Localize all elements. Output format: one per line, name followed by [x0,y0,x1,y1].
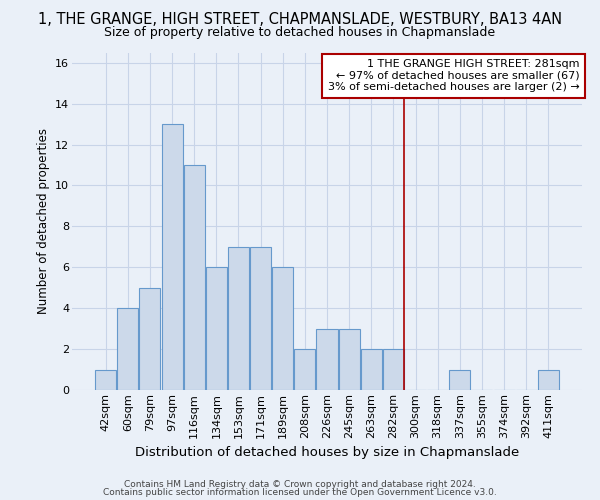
Bar [139,288,160,390]
Text: 1 THE GRANGE HIGH STREET: 281sqm
← 97% of detached houses are smaller (67)
3% of: 1 THE GRANGE HIGH STREET: 281sqm ← 97% o… [328,59,580,92]
Bar [228,247,249,390]
Bar [161,124,182,390]
X-axis label: Distribution of detached houses by size in Chapmanslade: Distribution of detached houses by size … [135,446,519,459]
Bar [538,370,559,390]
Bar [383,349,404,390]
Bar [295,349,316,390]
Bar [361,349,382,390]
Text: Contains public sector information licensed under the Open Government Licence v3: Contains public sector information licen… [103,488,497,497]
Text: 1, THE GRANGE, HIGH STREET, CHAPMANSLADE, WESTBURY, BA13 4AN: 1, THE GRANGE, HIGH STREET, CHAPMANSLADE… [38,12,562,28]
Text: Size of property relative to detached houses in Chapmanslade: Size of property relative to detached ho… [104,26,496,39]
Bar [449,370,470,390]
Y-axis label: Number of detached properties: Number of detached properties [37,128,50,314]
Bar [250,247,271,390]
Bar [316,328,338,390]
Bar [272,268,293,390]
Bar [338,328,359,390]
Bar [184,165,205,390]
Bar [206,268,227,390]
Text: Contains HM Land Registry data © Crown copyright and database right 2024.: Contains HM Land Registry data © Crown c… [124,480,476,489]
Bar [95,370,116,390]
Bar [118,308,139,390]
